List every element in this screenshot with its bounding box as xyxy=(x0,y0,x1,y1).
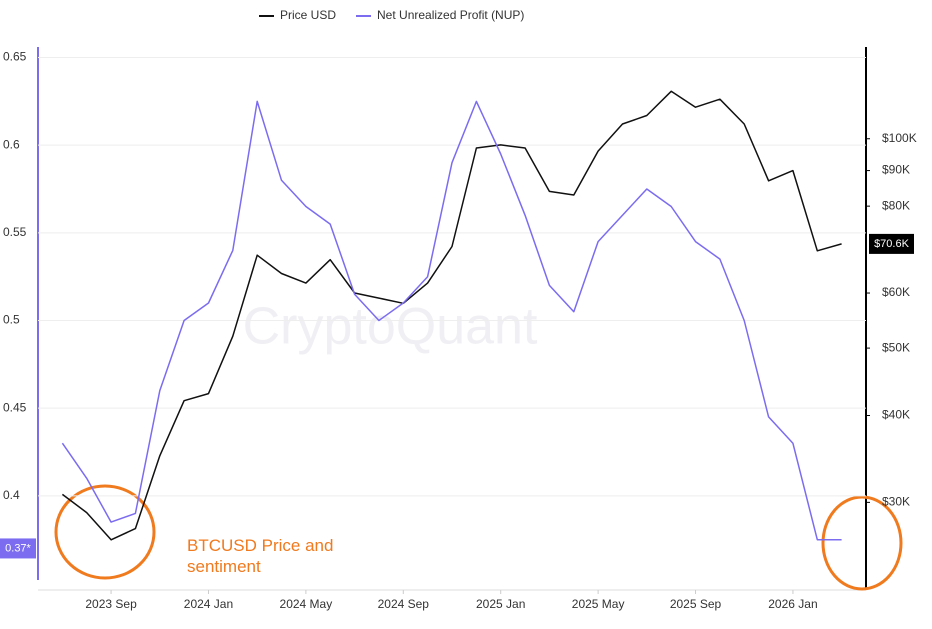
y2-tick-label: $100K xyxy=(882,131,917,145)
watermark: CryptoQuant xyxy=(243,298,538,356)
x-tick-label: 2024 Jan xyxy=(184,597,233,611)
legend-label: Net Unrealized Profit (NUP) xyxy=(377,8,524,22)
y-tick-label: 0.45 xyxy=(3,400,27,414)
current-value-label: $70.6K xyxy=(874,238,910,250)
y2-tick-label: $40K xyxy=(882,408,910,422)
y2-tick-label: $90K xyxy=(882,163,910,177)
current-value-box xyxy=(869,233,914,254)
x-tick-label: 2023 Sep xyxy=(85,597,137,611)
x-tick-label: 2025 Jan xyxy=(476,597,525,611)
y-tick-label: 0.5 xyxy=(3,313,20,327)
x-tick-label: 2025 May xyxy=(572,597,625,611)
y-tick-label: 0.65 xyxy=(3,50,27,64)
series-line xyxy=(61,100,842,541)
highlight-ellipse xyxy=(821,495,903,591)
y-tick-label: 0.55 xyxy=(3,225,27,239)
current-value-box xyxy=(0,538,36,559)
highlight-ellipse xyxy=(54,484,156,580)
x-tick-label: 2024 May xyxy=(280,597,333,611)
legend-label: Price USD xyxy=(280,8,336,22)
y2-tick-label: $60K xyxy=(882,285,910,299)
y2-tick-label: $80K xyxy=(882,198,910,212)
series-line xyxy=(61,90,842,541)
y2-tick-label: $30K xyxy=(882,495,910,509)
annotation: BTCUSD Price and sentiment xyxy=(187,536,334,576)
y-tick-label: 0.4 xyxy=(3,488,20,502)
x-tick-label: 2026 Jan xyxy=(768,597,817,611)
y-tick-label: 0.6 xyxy=(3,137,20,151)
current-value-label: 0.37* xyxy=(5,542,31,554)
x-tick-label: 2024 Sep xyxy=(378,597,430,611)
x-tick-label: 2025 Sep xyxy=(670,597,722,611)
y2-tick-label: $50K xyxy=(882,340,910,354)
